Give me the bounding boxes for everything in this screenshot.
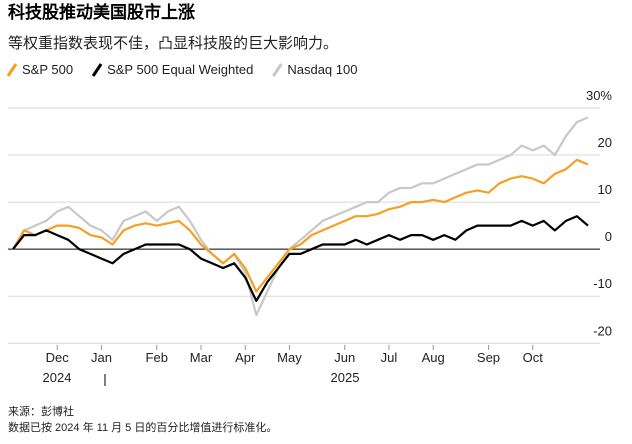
x-tick-label: Feb <box>146 350 168 365</box>
chart-subtitle: 等权重指数表现不佳，凸显科技股的巨大影响力。 <box>8 34 338 52</box>
x-tick-label: Sep <box>477 350 500 365</box>
y-tick-label: 20 <box>598 135 612 150</box>
x-tick-label: Oct <box>523 350 544 365</box>
y-tick-label: 0 <box>605 229 612 244</box>
x-tick-label: Apr <box>235 350 256 365</box>
y-tick-label: 30% <box>586 88 612 103</box>
series-line <box>12 116 589 317</box>
legend-swatch <box>91 63 103 77</box>
chart-title: 科技股推动美国股市上涨 <box>8 2 195 22</box>
legend-label: Nasdaq 100 <box>287 62 357 77</box>
x-tick-label: Mar <box>190 350 213 365</box>
y-tick-label: 10 <box>598 182 612 197</box>
legend-label: S&P 500 Equal Weighted <box>107 62 253 77</box>
x-tick-label: Jun <box>334 350 355 365</box>
y-tick-label: -20 <box>593 323 612 338</box>
y-tick-label: -10 <box>593 276 612 291</box>
legend: S&P 500 S&P 500 Equal Weighted Nasdaq 100 <box>6 62 357 77</box>
year-label: 2025 <box>331 370 360 385</box>
series-line <box>12 215 589 302</box>
legend-label: S&P 500 <box>22 62 73 77</box>
source-note: 来源：彭博社 <box>8 404 74 418</box>
x-tick-label: Aug <box>422 350 445 365</box>
year-label: 2024 <box>43 370 72 385</box>
x-tick-label: Jan <box>91 350 112 365</box>
series-line <box>12 158 589 293</box>
legend-swatch <box>272 63 283 77</box>
x-tick-label: Jul <box>381 350 398 365</box>
x-tick-label: Dec <box>46 350 70 365</box>
legend-swatch <box>6 63 18 77</box>
x-tick-label: May <box>277 350 302 365</box>
footnote: 数据已按 2024 年 11 月 5 日的百分比增值进行标准化。 <box>8 420 277 434</box>
